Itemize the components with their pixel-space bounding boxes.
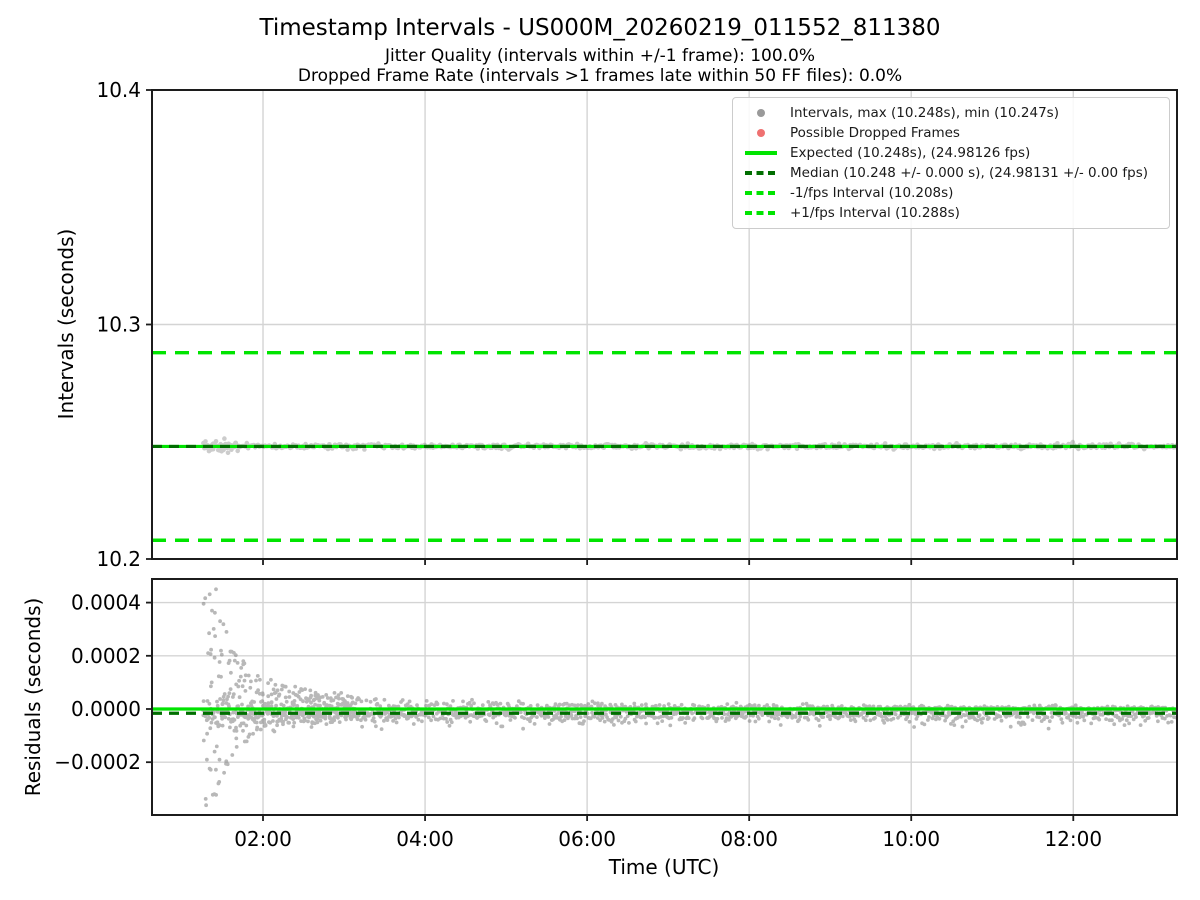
y-tick-label: 0.0004 xyxy=(71,591,141,615)
y-tick-label: −0.0002 xyxy=(54,750,141,774)
y-tick-label: 0.0000 xyxy=(71,697,141,721)
dropped-frame-rate-subtitle: Dropped Frame Rate (intervals >1 frames … xyxy=(297,66,903,86)
legend-plus-1fps: +1/fps Interval (10.288s) xyxy=(741,203,1161,223)
y-tick-label: 10.4 xyxy=(96,78,141,102)
legend-label: -1/fps Interval (10.208s) xyxy=(790,185,954,201)
x-tick-label: 06:00 xyxy=(558,827,616,851)
y-tick-label: 0.0002 xyxy=(71,644,141,668)
legend-expected: Expected (10.248s), (24.98126 fps) xyxy=(741,143,1161,163)
y-tick-label: 10.3 xyxy=(96,313,141,337)
residuals-axes-frame xyxy=(151,578,1178,816)
y-tick-label: 10.2 xyxy=(96,547,141,571)
page-title: Timestamp Intervals - US000M_20260219_01… xyxy=(259,15,941,41)
line-dashed-icon xyxy=(745,211,777,215)
legend-intervals-marker-icon xyxy=(741,109,781,117)
x-tick-label: 12:00 xyxy=(1044,827,1102,851)
line-dashed-icon xyxy=(745,171,777,175)
legend-dropped-frames-marker-icon xyxy=(741,129,781,137)
legend-label: Intervals, max (10.248s), min (10.247s) xyxy=(790,105,1059,121)
legend-minus-1fps: -1/fps Interval (10.208s) xyxy=(741,183,1161,203)
legend-label: Possible Dropped Frames xyxy=(790,125,960,141)
legend-label: Expected (10.248s), (24.98126 fps) xyxy=(790,145,1031,161)
dot-marker-icon xyxy=(757,129,765,137)
legend-minus-1fps-line-icon xyxy=(741,191,781,195)
line-solid-icon xyxy=(745,151,777,155)
legend-intervals: Intervals, max (10.248s), min (10.247s) xyxy=(741,103,1161,123)
legend-label: +1/fps Interval (10.288s) xyxy=(790,205,960,221)
dot-marker-icon xyxy=(757,109,765,117)
jitter-quality-subtitle: Jitter Quality (intervals within +/-1 fr… xyxy=(384,46,816,66)
legend-median-line-icon xyxy=(741,171,781,175)
x-tick-label: 10:00 xyxy=(882,827,940,851)
legend-dropped-frames: Possible Dropped Frames xyxy=(741,123,1161,143)
legend-median: Median (10.248 +/- 0.000 s), (24.98131 +… xyxy=(741,163,1161,183)
residuals-plot-area xyxy=(152,579,1177,815)
legend-expected-line-icon xyxy=(741,151,781,155)
x-tick-label: 02:00 xyxy=(234,827,292,851)
legend: Intervals, max (10.248s), min (10.247s) P… xyxy=(732,97,1170,229)
residuals-scatter xyxy=(201,587,1177,808)
legend-label: Median (10.248 +/- 0.000 s), (24.98131 +… xyxy=(790,165,1149,181)
x-tick-label: 04:00 xyxy=(396,827,454,851)
x-tick-label: 08:00 xyxy=(720,827,778,851)
line-dashed-icon xyxy=(745,191,777,195)
legend-plus-1fps-line-icon xyxy=(741,211,781,215)
time-axis-label: Time (UTC) xyxy=(608,855,720,879)
